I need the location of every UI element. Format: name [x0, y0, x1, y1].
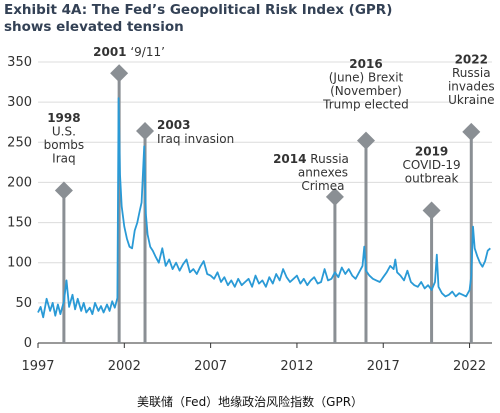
y-tick-label: 150	[7, 216, 32, 231]
gridlines	[38, 61, 492, 304]
event-year: 2022	[455, 52, 488, 66]
x-tick-label: 2012	[280, 359, 313, 374]
event-text: Russia	[452, 66, 491, 80]
gpr-series-line	[37, 97, 491, 319]
chart-caption: 美联储（Fed）地缘政治风险指数（GPR）	[136, 395, 364, 409]
event-text: U.S.	[52, 124, 76, 138]
event-text: outbreak	[405, 172, 459, 186]
event-text: COVID-19	[402, 158, 460, 172]
event-year: 2016	[349, 57, 382, 71]
x-tick-label: 2022	[453, 359, 486, 374]
event-text: Iraq	[52, 151, 75, 165]
event-diamond-marker	[136, 122, 155, 141]
event-text: (June) Brexit	[329, 71, 404, 85]
event-label: 2001 ‘9/11’	[93, 45, 165, 59]
y-tick-label: 50	[15, 296, 32, 311]
y-tick-label: 300	[7, 95, 32, 110]
y-tick-label: 0	[24, 336, 32, 351]
event-year: 2003	[157, 118, 190, 132]
event-text: Crimea	[301, 179, 344, 193]
x-tick-label: 2017	[367, 359, 400, 374]
event-year: 2014	[273, 152, 306, 166]
event-diamond-marker	[422, 201, 441, 220]
y-tick-label: 200	[7, 175, 32, 190]
y-tick-label: 350	[7, 55, 32, 70]
event-year: 2019	[415, 145, 448, 159]
event-diamond-marker	[110, 64, 129, 83]
event-text: Russia	[306, 152, 348, 166]
event-year: 2001	[93, 45, 126, 59]
chart-title: Exhibit 4A: The Fed’s Geopolitical Risk …	[4, 2, 393, 35]
event-diamond-marker	[54, 181, 73, 200]
event-text: (November)	[330, 84, 402, 98]
event-text: Ukraine	[448, 93, 494, 107]
x-tick-label: 1997	[21, 359, 54, 374]
x-axis-ticks: 1997 2002 2007 2012 2017 2022	[21, 343, 486, 374]
event-markers	[54, 64, 481, 220]
event-year: 1998	[47, 111, 80, 125]
y-tick-label: 250	[7, 135, 32, 150]
event-stems	[62, 73, 473, 343]
event-text: ‘9/11’	[127, 45, 165, 59]
event-text: invades	[448, 79, 495, 93]
event-diamond-marker	[356, 131, 375, 150]
x-tick-label: 2007	[194, 359, 227, 374]
event-text: bombs	[44, 138, 85, 152]
event-text: Iraq invasion	[157, 132, 234, 146]
event-label: 2014 Russia	[273, 152, 349, 166]
x-tick-label: 2002	[108, 359, 141, 374]
y-tick-label: 100	[7, 256, 32, 271]
event-diamond-marker	[462, 122, 481, 141]
y-axis-ticks: 0 50 100 150 200 250 300 350	[7, 55, 32, 351]
event-text: Trump elected	[322, 98, 409, 112]
event-diamond-marker	[325, 187, 344, 206]
event-text: annexes	[298, 165, 348, 179]
